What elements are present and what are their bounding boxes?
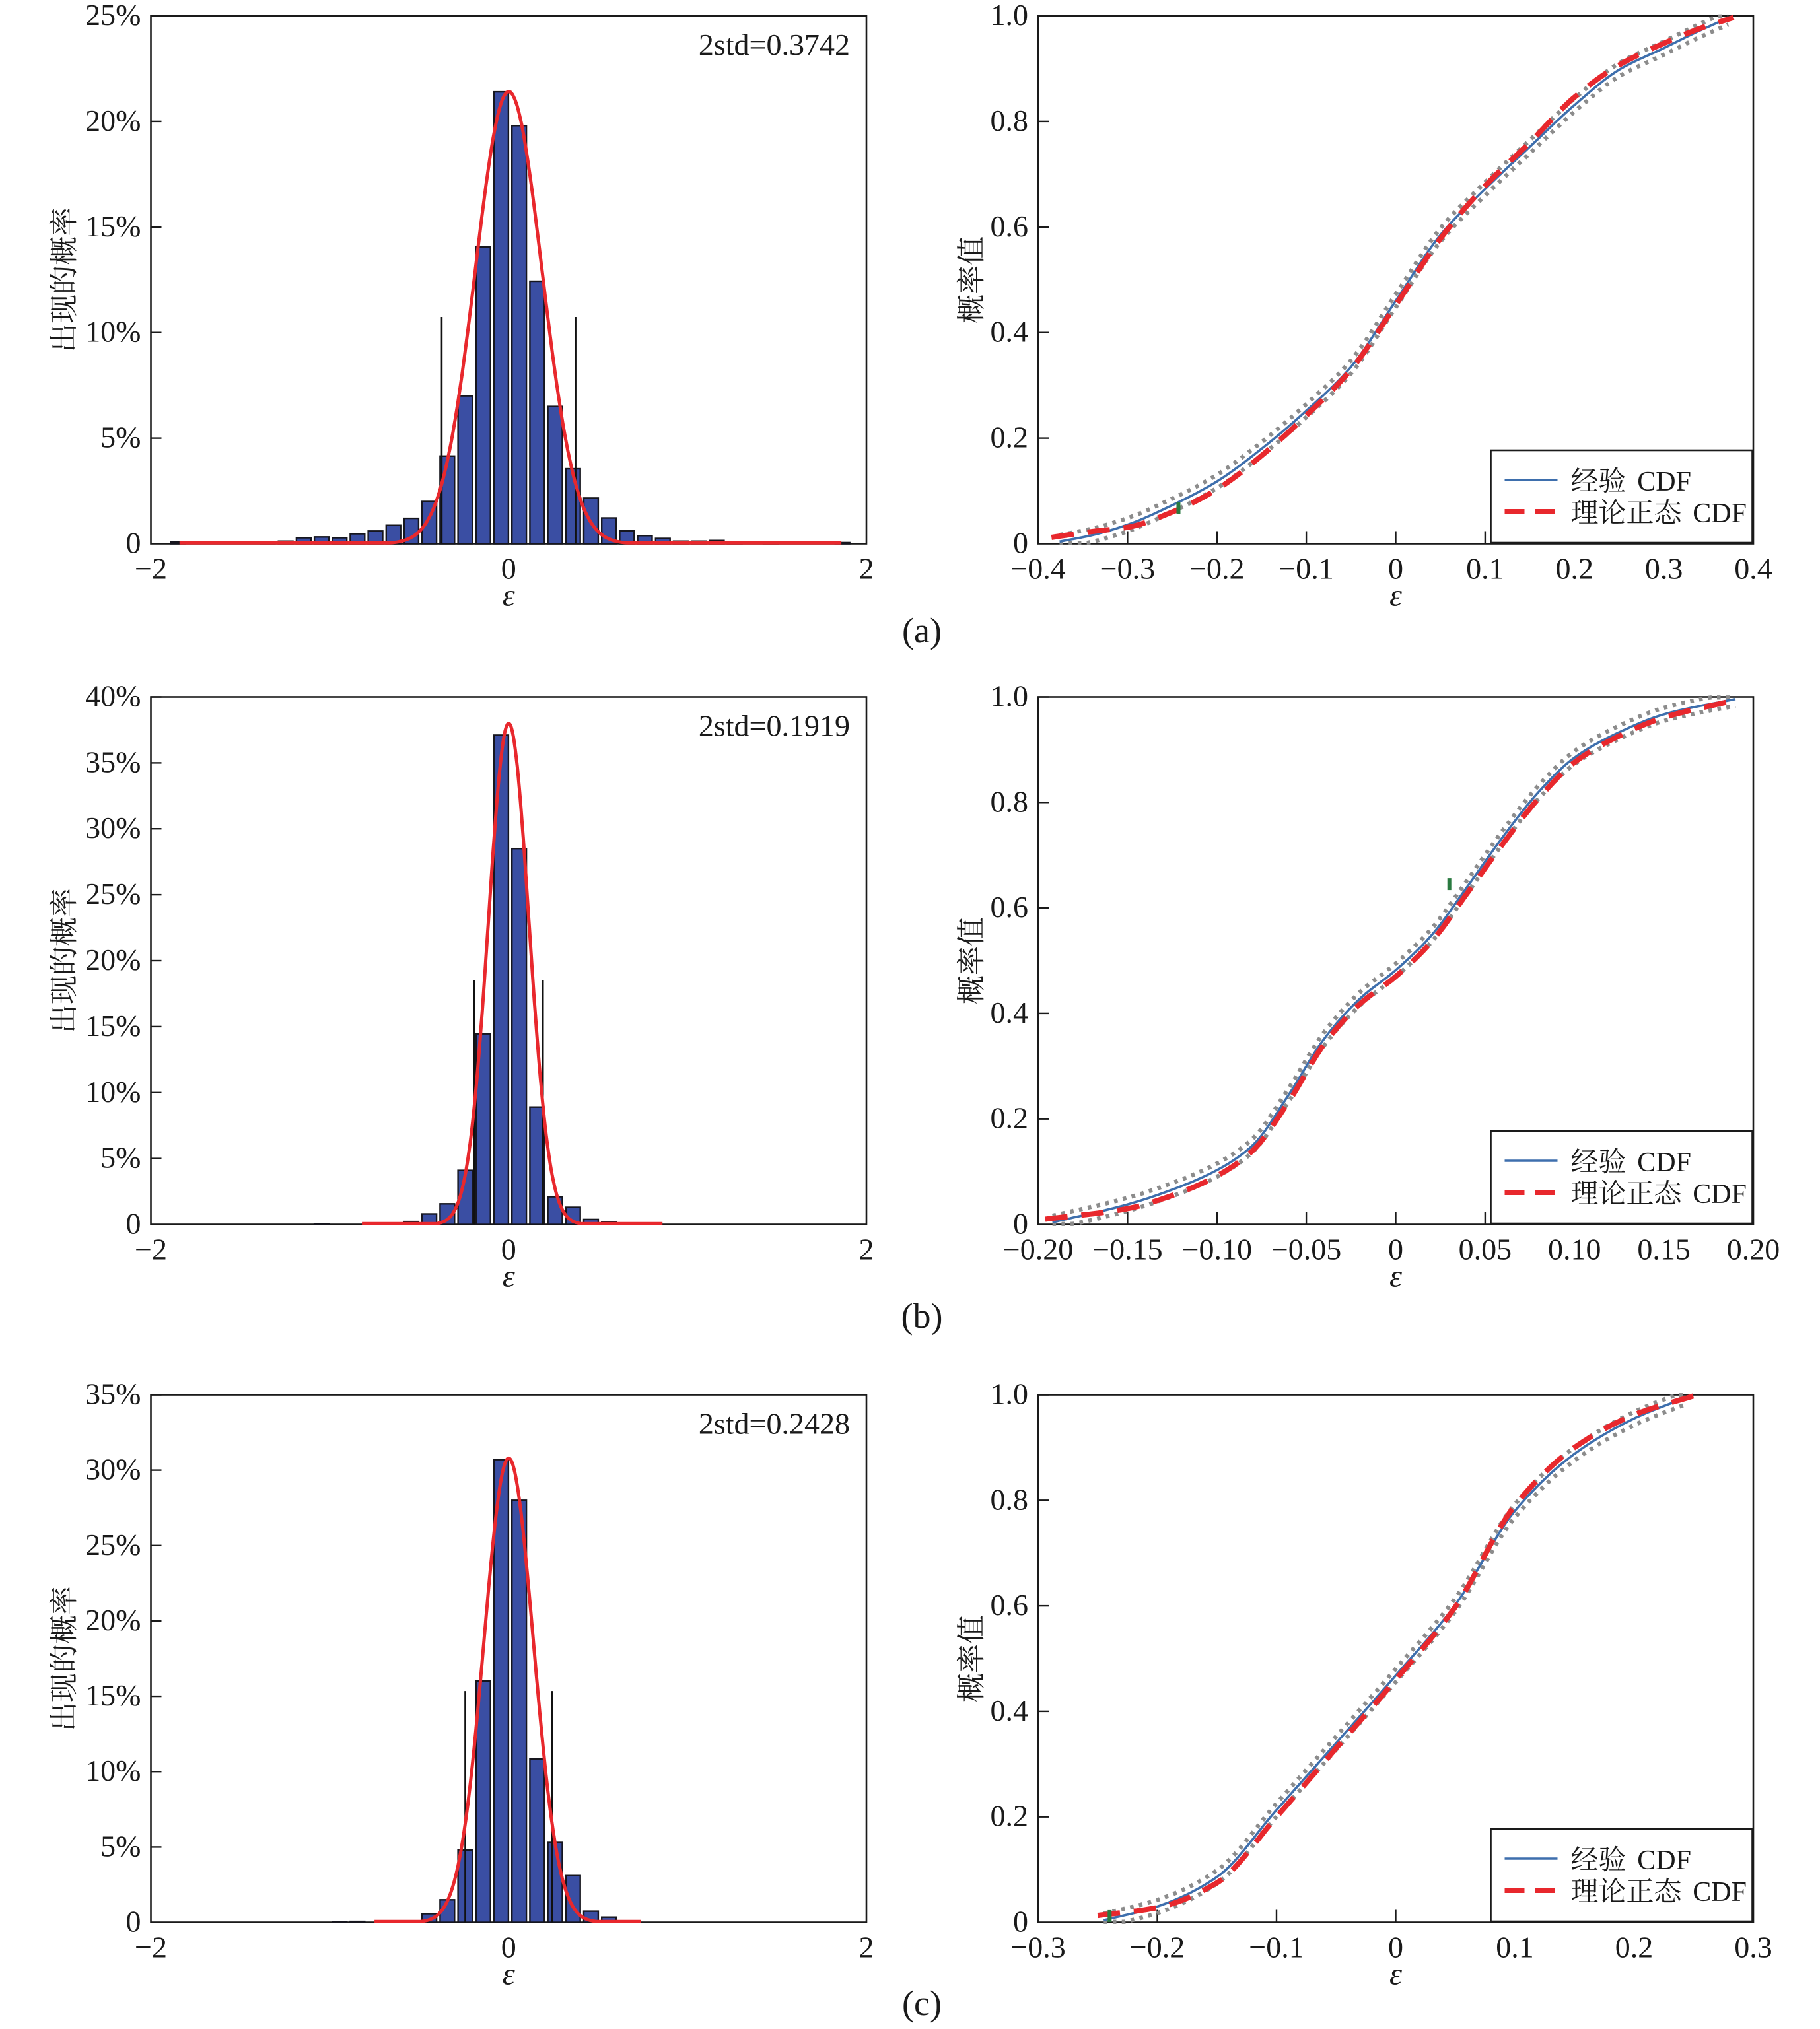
svg-text:−0.3: −0.3 bbox=[1010, 1931, 1065, 1964]
svg-text:15%: 15% bbox=[85, 1678, 141, 1712]
svg-text:−0.2: −0.2 bbox=[1130, 1931, 1185, 1964]
svg-text:0: 0 bbox=[126, 1905, 141, 1939]
svg-text:5%: 5% bbox=[100, 1829, 141, 1863]
svg-text:−0.15: −0.15 bbox=[1092, 1233, 1162, 1266]
svg-text:0.4: 0.4 bbox=[1734, 552, 1772, 586]
svg-text:25%: 25% bbox=[85, 0, 141, 32]
svg-text:0.4: 0.4 bbox=[991, 1694, 1029, 1727]
svg-text:0.6: 0.6 bbox=[991, 1588, 1029, 1622]
svg-text:0: 0 bbox=[1388, 1233, 1403, 1266]
svg-text:0.20: 0.20 bbox=[1727, 1233, 1780, 1266]
svg-text:1.0: 1.0 bbox=[991, 0, 1029, 32]
svg-text:(b): (b) bbox=[901, 1296, 943, 1336]
svg-text:0.8: 0.8 bbox=[991, 1482, 1029, 1516]
svg-text:−0.1: −0.1 bbox=[1278, 552, 1333, 586]
svg-text:0.2: 0.2 bbox=[1555, 552, 1593, 586]
svg-text:−2: −2 bbox=[135, 1931, 167, 1964]
svg-text:0: 0 bbox=[126, 1207, 141, 1241]
svg-text:0: 0 bbox=[1013, 1905, 1028, 1939]
svg-text:10%: 10% bbox=[85, 1754, 141, 1787]
svg-text:−0.10: −0.10 bbox=[1182, 1233, 1252, 1266]
svg-text:0.6: 0.6 bbox=[991, 890, 1029, 924]
svg-text:2: 2 bbox=[859, 552, 874, 586]
svg-text:0.6: 0.6 bbox=[991, 209, 1029, 243]
svg-text:25%: 25% bbox=[85, 1528, 141, 1562]
svg-text:ε: ε bbox=[1389, 1957, 1402, 1992]
svg-text:1.0: 1.0 bbox=[991, 679, 1029, 713]
svg-text:0.3: 0.3 bbox=[1734, 1931, 1772, 1964]
svg-text:0.8: 0.8 bbox=[991, 104, 1029, 137]
svg-text:0.2: 0.2 bbox=[991, 1101, 1029, 1135]
svg-text:0.05: 0.05 bbox=[1459, 1233, 1512, 1266]
svg-text:ε: ε bbox=[503, 578, 515, 613]
svg-text:0: 0 bbox=[1013, 526, 1028, 560]
svg-text:0.2: 0.2 bbox=[1615, 1931, 1654, 1964]
svg-text:CDF: CDF bbox=[1637, 467, 1691, 497]
svg-text:20%: 20% bbox=[85, 943, 141, 977]
svg-text:0.2: 0.2 bbox=[991, 1799, 1029, 1833]
svg-text:CDF: CDF bbox=[1637, 1148, 1691, 1178]
svg-text:30%: 30% bbox=[85, 811, 141, 844]
svg-text:10%: 10% bbox=[85, 1075, 141, 1109]
svg-text:ε: ε bbox=[1389, 578, 1402, 613]
svg-text:0: 0 bbox=[1013, 1207, 1028, 1241]
svg-text:30%: 30% bbox=[85, 1453, 141, 1486]
svg-text:0: 0 bbox=[501, 552, 516, 586]
svg-text:2std=0.3742: 2std=0.3742 bbox=[699, 28, 850, 61]
svg-text:20%: 20% bbox=[85, 104, 141, 137]
svg-text:25%: 25% bbox=[85, 877, 141, 911]
svg-text:(c): (c) bbox=[902, 1983, 942, 2023]
svg-text:CDF: CDF bbox=[1637, 1845, 1691, 1876]
svg-text:CDF: CDF bbox=[1693, 1877, 1747, 1908]
svg-text:−0.20: −0.20 bbox=[1003, 1233, 1073, 1266]
svg-text:0: 0 bbox=[501, 1233, 516, 1266]
svg-text:0.3: 0.3 bbox=[1645, 552, 1683, 586]
svg-text:15%: 15% bbox=[85, 209, 141, 243]
svg-text:0.4: 0.4 bbox=[991, 315, 1029, 349]
svg-text:CDF: CDF bbox=[1693, 499, 1747, 529]
svg-text:−0.3: −0.3 bbox=[1100, 552, 1155, 586]
svg-text:20%: 20% bbox=[85, 1603, 141, 1637]
svg-text:2std=0.2428: 2std=0.2428 bbox=[699, 1407, 850, 1441]
svg-text:1.0: 1.0 bbox=[991, 1377, 1029, 1411]
svg-text:ε: ε bbox=[503, 1957, 515, 1992]
svg-text:10%: 10% bbox=[85, 315, 141, 349]
svg-text:CDF: CDF bbox=[1693, 1179, 1747, 1210]
svg-text:−0.2: −0.2 bbox=[1189, 552, 1244, 586]
svg-text:35%: 35% bbox=[85, 745, 141, 778]
svg-text:−2: −2 bbox=[135, 1233, 167, 1266]
svg-text:0.10: 0.10 bbox=[1548, 1233, 1601, 1266]
svg-text:0.1: 0.1 bbox=[1496, 1931, 1534, 1964]
svg-text:−2: −2 bbox=[135, 552, 167, 586]
svg-text:0: 0 bbox=[501, 1931, 516, 1964]
svg-text:0.8: 0.8 bbox=[991, 784, 1029, 818]
svg-text:2std=0.1919: 2std=0.1919 bbox=[699, 709, 850, 743]
svg-text:40%: 40% bbox=[85, 679, 141, 713]
svg-text:−0.05: −0.05 bbox=[1271, 1233, 1341, 1266]
svg-text:2: 2 bbox=[859, 1233, 874, 1266]
svg-text:35%: 35% bbox=[85, 1377, 141, 1411]
svg-text:−0.1: −0.1 bbox=[1249, 1931, 1304, 1964]
svg-text:0.15: 0.15 bbox=[1637, 1233, 1691, 1266]
svg-text:ε: ε bbox=[1389, 1259, 1402, 1294]
svg-text:(a): (a) bbox=[902, 611, 942, 650]
svg-text:2: 2 bbox=[859, 1931, 874, 1964]
svg-text:5%: 5% bbox=[100, 1141, 141, 1175]
svg-text:ε: ε bbox=[503, 1259, 515, 1294]
svg-text:5%: 5% bbox=[100, 421, 141, 454]
svg-text:0.2: 0.2 bbox=[991, 421, 1029, 454]
svg-text:15%: 15% bbox=[85, 1009, 141, 1043]
svg-text:0: 0 bbox=[1388, 1931, 1403, 1964]
svg-text:−0.4: −0.4 bbox=[1010, 552, 1065, 586]
svg-text:0: 0 bbox=[1388, 552, 1403, 586]
svg-text:0.1: 0.1 bbox=[1466, 552, 1504, 586]
svg-text:0.4: 0.4 bbox=[991, 996, 1029, 1029]
svg-text:0: 0 bbox=[126, 526, 141, 560]
